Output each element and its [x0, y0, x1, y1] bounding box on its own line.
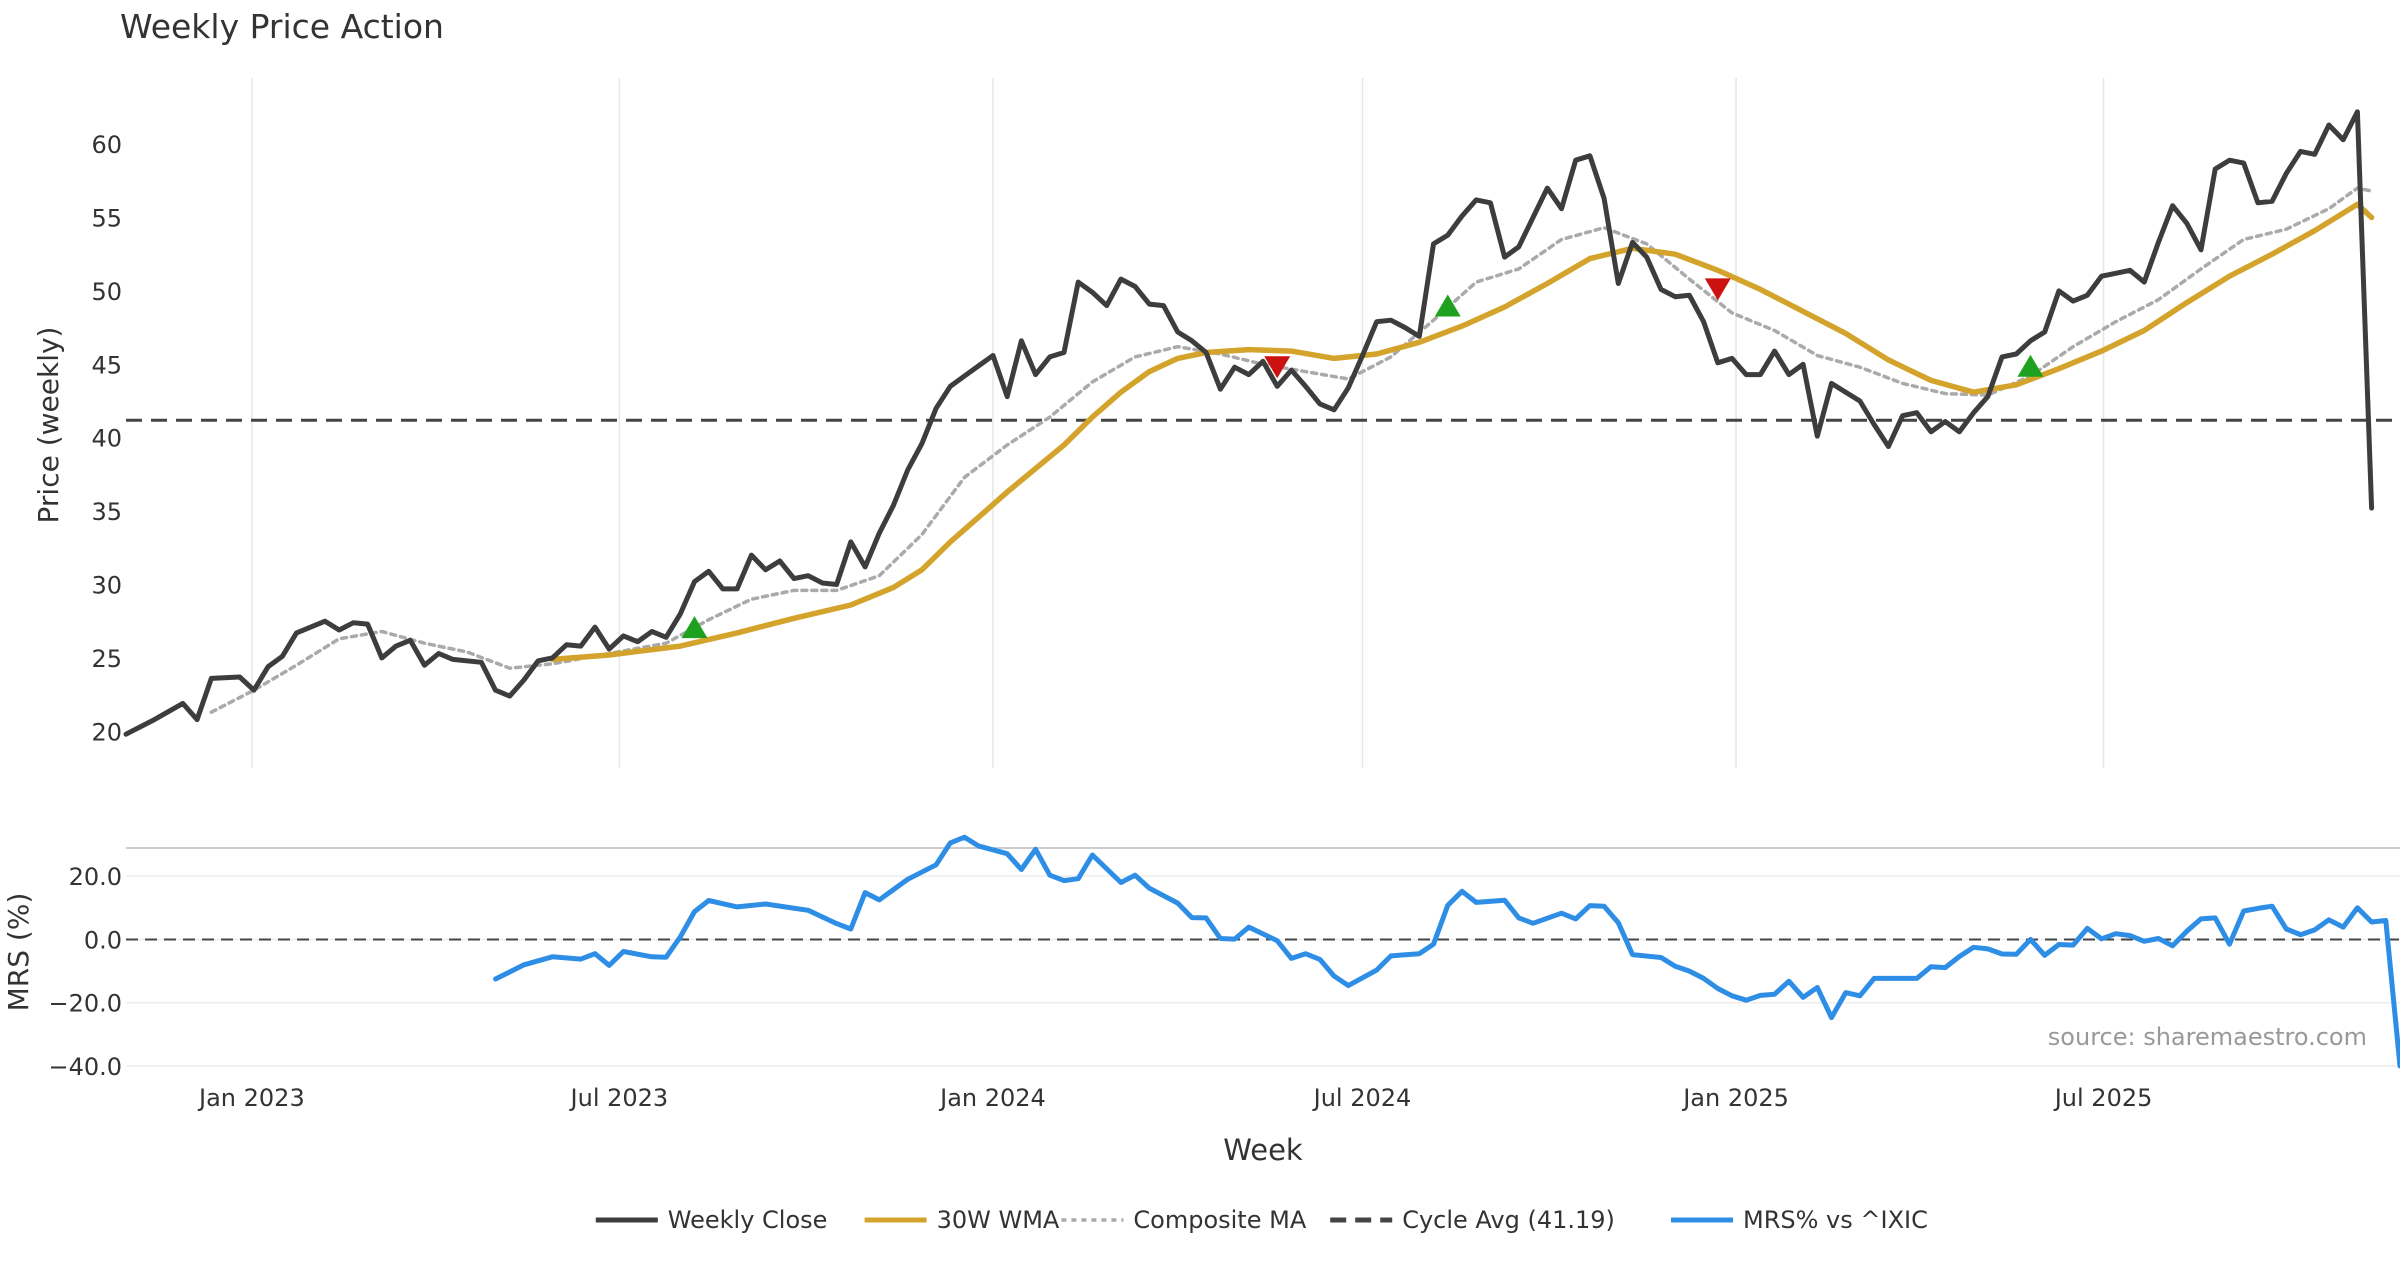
legend-label: MRS% vs ^IXIC [1743, 1206, 1928, 1234]
price-y-tick-label: 20 [91, 718, 122, 746]
price-y-ticks: 20 25 30 35 40 45 50 55 60 [91, 131, 122, 746]
x-tick-label: Jul 2025 [2053, 1084, 2153, 1112]
source-annotation: source: sharemaestro.com [2048, 1023, 2367, 1051]
buy-signal-marker [2017, 355, 2043, 377]
mrs-y-tick-label: −20.0 [48, 990, 122, 1018]
weekly-close-line [126, 112, 2372, 734]
x-tick-label: Jan 2025 [1681, 1084, 1789, 1112]
price-y-tick-label: 35 [91, 498, 122, 526]
price-chart-title: Weekly Price Action [120, 7, 444, 46]
legend-label: Cycle Avg (41.19) [1402, 1206, 1615, 1234]
price-y-tick-label: 30 [91, 571, 122, 599]
price-y-tick-label: 40 [91, 425, 122, 453]
price-y-tick-label: 55 [91, 204, 122, 232]
composite-ma-line [211, 188, 2371, 712]
sell-signal-marker [1705, 278, 1731, 300]
mrs-y-tick-label: 20.0 [69, 863, 122, 891]
x-tick-label: Jan 2024 [938, 1084, 1046, 1112]
mrs-y-tick-label: 0.0 [84, 926, 122, 954]
buy-signal-marker [682, 616, 708, 638]
legend-label: Weekly Close [668, 1206, 828, 1234]
mrs-y-axis-label: MRS (%) [2, 893, 35, 1012]
x-tick-label: Jul 2024 [1312, 1084, 1412, 1112]
chart-legend: Weekly Close 30W WMA Composite MA Cycle Avg… [596, 1206, 1928, 1234]
price-y-axis-label: Price (weekly) [32, 327, 65, 524]
x-axis-ticks: Jan 2023 Jul 2023 Jan 2024 Jul 2024 Jan 2025… [197, 1084, 2152, 1112]
price-y-tick-label: 50 [91, 278, 122, 306]
mrs-y-ticks: 20.0 0.0 −20.0 −40.0 [48, 863, 122, 1081]
x-axis-label: Week [1223, 1133, 1303, 1167]
legend-label: Composite MA [1133, 1206, 1306, 1234]
price-y-tick-label: 45 [91, 351, 122, 379]
x-tick-label: Jul 2023 [569, 1084, 669, 1112]
legend-label: 30W WMA [937, 1206, 1060, 1234]
mrs-y-tick-label: −40.0 [48, 1053, 122, 1081]
x-tick-label: Jan 2023 [197, 1084, 305, 1112]
price-y-tick-label: 25 [91, 645, 122, 673]
price-y-tick-label: 60 [91, 131, 122, 159]
price-series-group [126, 112, 2400, 734]
